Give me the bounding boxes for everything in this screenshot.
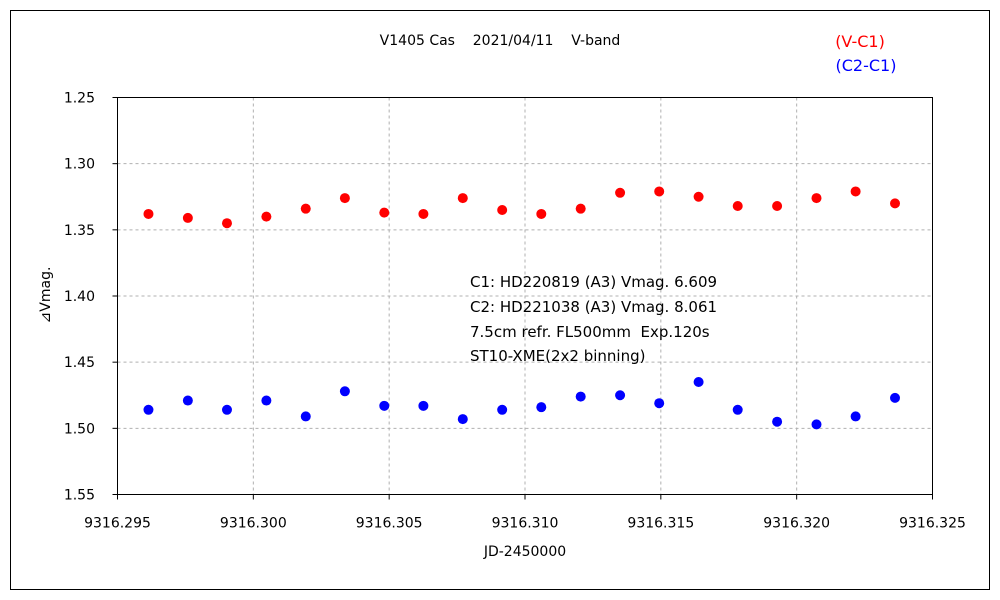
c2-c1-point [261, 395, 272, 406]
v-c1-point [143, 208, 154, 219]
x-tick-label: 9316.315 [627, 516, 694, 532]
c2-c1-point [418, 400, 429, 411]
c2-c1-point [339, 386, 350, 397]
y-tick-label: 1.50 [64, 421, 95, 437]
x-tick-label: 9316.325 [899, 516, 966, 532]
v-c1-point [811, 193, 822, 204]
annotation-c2: C2: HD221038 (A3) Vmag. 8.061 [470, 298, 717, 316]
c2-c1-point [890, 392, 901, 403]
c2-c1-point [497, 404, 508, 415]
c2-c1-point [654, 398, 665, 409]
v-c1-point [890, 198, 901, 209]
grid [117, 97, 933, 495]
c2-c1-point [811, 419, 822, 430]
y-tick-label: 1.25 [64, 91, 95, 107]
y-axis-ticks: 1.25 1.30 1.35 1.40 1.45 1.50 1.55 [64, 91, 118, 504]
c2-c1-point [379, 400, 390, 411]
c2-c1-point [300, 411, 311, 422]
y-tick-label: 1.30 [64, 157, 95, 173]
v-c1-point [300, 203, 311, 214]
c2-c1-point [182, 395, 193, 406]
c2-c1-point [732, 404, 743, 415]
c2-c1-point [615, 390, 626, 401]
x-tick-label: 9316.305 [356, 516, 423, 532]
x-axis-ticks: 9316.295 9316.300 9316.305 9316.310 9316.315… [84, 494, 966, 532]
y-tick-label: 1.45 [64, 355, 95, 371]
v-c1-point [772, 201, 783, 212]
v-c1-point [182, 212, 193, 223]
y-tick-label: 1.40 [64, 289, 95, 305]
c2-c1-point [575, 391, 586, 402]
c2-c1-point [143, 404, 154, 415]
c2-c1-point [772, 416, 783, 427]
annotation-telescope: 7.5cm refr. FL500mm Exp.120s [470, 323, 710, 341]
chart-title: V1405 Cas 2021/04/11 V-band [380, 33, 621, 49]
v-c1-point [850, 186, 861, 197]
x-tick-label: 9316.295 [84, 516, 151, 532]
legend-v-c1: (V-C1) [835, 32, 885, 51]
v-c1-point [615, 187, 626, 198]
v-c1-point [339, 193, 350, 204]
chart-frame [10, 10, 990, 590]
c2-c1-point [221, 404, 232, 415]
y-axis-label: ⊿Vmag. [38, 267, 54, 324]
c2-c1-point [536, 402, 547, 413]
v-c1-point [497, 204, 508, 215]
v-c1-point [693, 191, 704, 202]
x-axis-label: JD-2450000 [483, 544, 566, 560]
data-points [143, 186, 901, 430]
legend-c2-c1: (C2-C1) [836, 56, 897, 75]
annotation-c1: C1: HD220819 (A3) Vmag. 6.609 [470, 273, 717, 291]
v-c1-point [457, 193, 468, 204]
v-c1-point [536, 208, 547, 219]
annotation-camera: ST10-XME(2x2 binning) [470, 347, 645, 365]
v-c1-point [418, 208, 429, 219]
v-c1-point [732, 201, 743, 212]
y-tick-label: 1.35 [64, 223, 95, 239]
x-tick-label: 9316.320 [763, 516, 830, 532]
c2-c1-point [457, 414, 468, 425]
x-tick-label: 9316.300 [220, 516, 287, 532]
v-c1-point [379, 207, 390, 218]
v-c1-point [654, 186, 665, 197]
v-c1-point [221, 218, 232, 229]
c2-c1-point [693, 377, 704, 388]
y-tick-label: 1.55 [64, 488, 95, 504]
v-c1-point [575, 203, 586, 214]
x-tick-label: 9316.310 [492, 516, 559, 532]
v-c1-point [261, 211, 272, 222]
c2-c1-point [850, 411, 861, 422]
